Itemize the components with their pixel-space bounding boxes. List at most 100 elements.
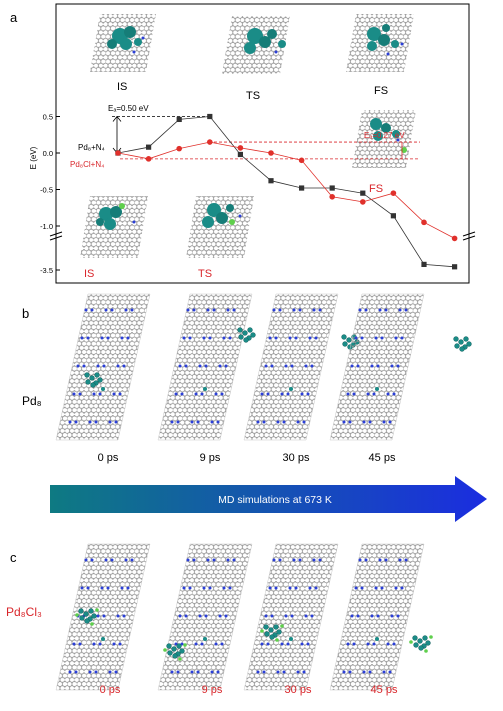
point-red (237, 145, 244, 151)
nitrogen-atom (118, 392, 122, 396)
nitrogen-atom (226, 308, 230, 312)
pd-atom (273, 624, 279, 630)
nitrogen-atom (216, 420, 220, 424)
nitrogen-atom (364, 558, 368, 562)
pd-atom (85, 379, 91, 385)
label-fs-black: FS (374, 85, 388, 97)
pd-atom (466, 341, 472, 347)
pd-cluster (75, 608, 99, 626)
nitrogen-atom (314, 586, 318, 590)
pd-atom (237, 327, 243, 333)
pd-atom (88, 608, 94, 614)
point-red (421, 219, 427, 226)
nitrogen-atom (204, 614, 208, 618)
cl-atom (424, 649, 428, 653)
nitrogen-atom (198, 364, 202, 368)
nitrogen-atom (298, 558, 302, 562)
nitrogen-atom (378, 308, 382, 312)
nitrogen-atom (352, 392, 356, 396)
pd-atom (97, 377, 103, 383)
nitrogen-atom (100, 586, 104, 590)
nitrogen-atom (104, 308, 108, 312)
row-label-c: Pd₈Cl₃ (6, 605, 42, 619)
nitrogen-atom (276, 420, 280, 424)
pd-atom (171, 646, 177, 652)
pd-atom (463, 336, 469, 342)
nitrogen-atom (108, 420, 112, 424)
nitrogen-atom (98, 392, 102, 396)
nitrogen-atom (348, 670, 352, 674)
nitrogen-atom (84, 558, 88, 562)
nitrogen-atom (224, 614, 228, 618)
nitrogen-atom (380, 336, 384, 340)
nitrogen-atom (366, 392, 370, 396)
nitrogen-atom (68, 420, 72, 424)
nitrogen-atom (174, 392, 178, 396)
pd-atom (341, 334, 347, 340)
nitrogen-atom (384, 308, 388, 312)
cl-atom (75, 613, 79, 617)
nitrogen-atom (286, 392, 290, 396)
nitrogen-atom (396, 364, 400, 368)
nitrogen-atom (232, 308, 236, 312)
nitrogen-atom (382, 670, 386, 674)
nitrogen-atom (374, 586, 378, 590)
pd-single-atom (375, 637, 379, 641)
nitrogen-atom (284, 364, 288, 368)
nitrogen-atom (96, 364, 100, 368)
time-label-b: 0 ps (98, 452, 119, 464)
nitrogen-atom (180, 392, 184, 396)
nitrogen-atom (306, 392, 310, 396)
pd-atom (250, 332, 256, 338)
lattice-snapshot (55, 293, 151, 441)
nitrogen-atom (400, 336, 404, 340)
nitrogen-atom (302, 670, 306, 674)
nitrogen-atom (190, 670, 194, 674)
cl-atom (429, 635, 433, 639)
nitrogen-atom (310, 614, 314, 618)
nitrogen-atom (196, 670, 200, 674)
nitrogen-atom (110, 308, 114, 312)
pd-single-atom (101, 387, 105, 391)
nitrogen-atom (398, 558, 402, 562)
label-fs-red: FS (369, 183, 383, 195)
nitrogen-atom (90, 308, 94, 312)
nitrogen-atom (376, 364, 380, 368)
nitrogen-atom (302, 420, 306, 424)
pd-cluster (84, 372, 103, 388)
nitrogen-atom (184, 364, 188, 368)
nitrogen-atom (114, 420, 118, 424)
nitrogen-atom (342, 420, 346, 424)
axis-break-right (462, 231, 476, 241)
point-red (360, 199, 366, 205)
nitrogen-atom (282, 420, 286, 424)
pd-atom (179, 648, 185, 654)
label-ts-black: TS (246, 90, 260, 102)
nitrogen-atom (270, 614, 274, 618)
time-label-b: 9 ps (200, 452, 221, 464)
nitrogen-atom (94, 670, 98, 674)
structure-fs-black (346, 14, 414, 72)
series-points (115, 113, 458, 270)
panel-label-a: a (10, 10, 18, 25)
nitrogen-atom (362, 420, 366, 424)
nitrogen-atom (208, 336, 212, 340)
nitrogen-atom (170, 420, 174, 424)
nitrogen-atom (318, 308, 322, 312)
nitrogen-atom (300, 642, 304, 646)
nitrogen-atom (286, 642, 290, 646)
nitrogen-atom (100, 336, 104, 340)
nitrogen-atom (214, 642, 218, 646)
structure-ts-black (222, 16, 290, 74)
pd-atom (342, 341, 348, 347)
nitrogen-atom (260, 642, 264, 646)
pd-atom (418, 645, 424, 651)
nitrogen-atom (296, 670, 300, 674)
nitrogen-atom (120, 586, 124, 590)
nitrogen-atom (228, 336, 232, 340)
pd-atom (458, 339, 464, 345)
nitrogen-atom (256, 420, 260, 424)
nitrogen-atom (124, 308, 128, 312)
nitrogen-atom (216, 670, 220, 674)
nitrogen-atom (380, 586, 384, 590)
